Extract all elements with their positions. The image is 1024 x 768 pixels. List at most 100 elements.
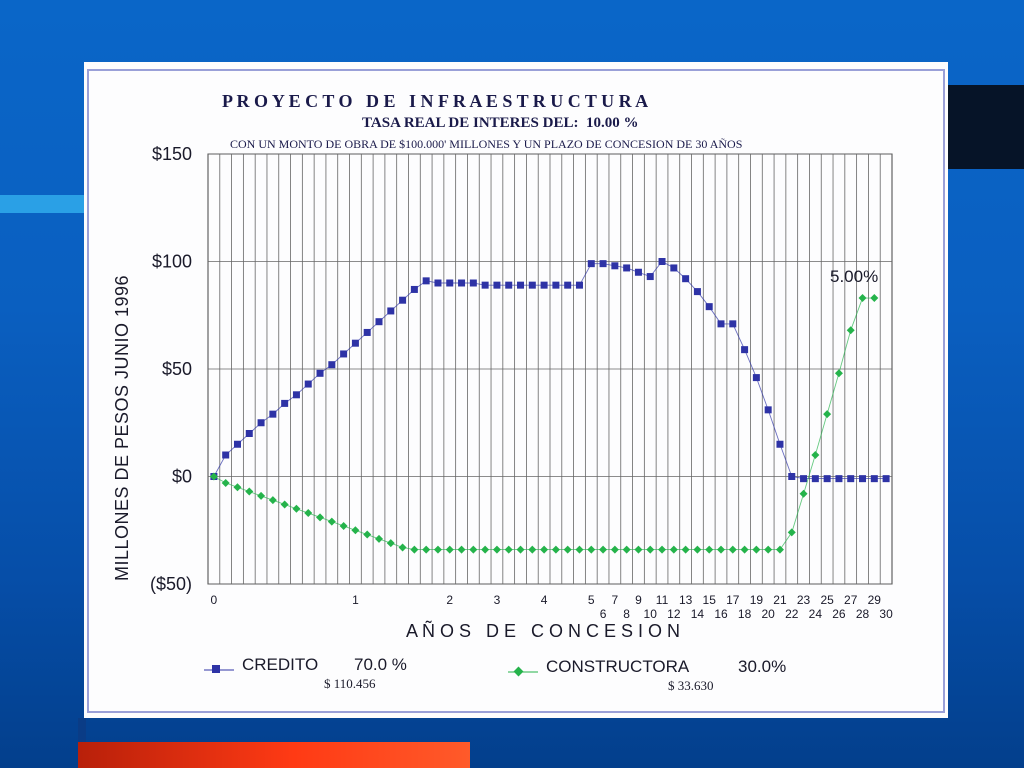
data-point-constructora: [811, 451, 820, 459]
x-tick-label: 4: [541, 593, 548, 607]
data-point-constructora: [469, 545, 478, 554]
data-point-constructora: [492, 545, 501, 554]
x-tick-label: 8: [623, 607, 630, 621]
data-point-credito: [575, 281, 583, 289]
y-tick-label: $50: [162, 359, 192, 379]
data-point-credito: [693, 288, 701, 296]
data-point-constructora: [622, 545, 631, 554]
data-point-credito: [670, 264, 678, 272]
y-tick-label: $100: [152, 252, 192, 272]
data-point-constructora: [433, 545, 442, 554]
data-point-constructora: [398, 543, 407, 552]
x-tick-label: 21: [773, 593, 787, 607]
x-tick-label: 18: [738, 607, 752, 621]
data-point-constructora: [693, 545, 702, 554]
y-tick-label: $0: [172, 467, 192, 487]
x-tick-label: 3: [494, 593, 501, 607]
x-tick-label: 12: [667, 607, 681, 621]
data-point-credito: [682, 275, 690, 283]
decorative-bar-left: [0, 195, 84, 213]
data-point-credito: [764, 406, 772, 414]
x-tick-label: 19: [750, 593, 764, 607]
annotation-label: 5.00%: [830, 267, 878, 286]
data-point-constructora: [634, 545, 643, 554]
data-point-credito: [599, 260, 607, 268]
data-point-credito: [800, 475, 808, 483]
data-point-credito: [269, 410, 277, 418]
data-point-constructora: [681, 545, 690, 554]
legend-constructora-marker: [513, 666, 524, 677]
data-point-credito: [340, 350, 348, 358]
legend-credito-amount: $ 110.456: [324, 676, 376, 691]
x-tick-label: 20: [761, 607, 775, 621]
x-tick-label: 15: [703, 593, 717, 607]
x-tick-label: 9: [635, 593, 642, 607]
x-tick-label: 2: [446, 593, 453, 607]
data-point-credito: [257, 419, 265, 427]
data-point-credito: [233, 440, 241, 448]
x-tick-labels: 0 1 2 3 4 56789101112131415161718192021222324…: [211, 593, 894, 621]
data-point-constructora: [540, 545, 549, 554]
data-point-constructora: [268, 496, 277, 505]
x-axis-label: A Ñ O S D E C O N C E S I O N: [406, 620, 680, 641]
data-point-constructora: [375, 534, 383, 543]
data-point-credito: [517, 281, 525, 289]
chart-title: P R O Y E C T O D E I N F R A E S T R U …: [222, 91, 648, 111]
data-point-credito: [434, 279, 442, 287]
data-point-credito: [741, 346, 749, 354]
x-tick-label: 13: [679, 593, 693, 607]
data-point-credito: [811, 475, 819, 483]
data-point-credito: [847, 475, 855, 483]
series-group: [209, 258, 890, 554]
x-tick-label: 1: [352, 593, 359, 607]
data-point-constructora: [610, 545, 619, 554]
data-point-credito: [528, 281, 536, 289]
data-point-credito: [387, 307, 395, 315]
data-point-constructora: [516, 545, 525, 554]
data-point-constructora: [823, 410, 832, 419]
x-tick-label: 6: [600, 607, 607, 621]
data-point-constructora: [304, 509, 313, 518]
chart-card: P R O Y E C T O D E I N F R A E S T R U …: [84, 62, 948, 718]
data-point-constructora: [457, 545, 466, 554]
data-point-constructora: [764, 545, 773, 554]
grid: [207, 153, 893, 585]
data-point-credito: [658, 258, 666, 265]
x-tick-label: 25: [820, 593, 834, 607]
y-tick-label: ($50): [150, 574, 192, 594]
data-point-constructora: [646, 545, 655, 554]
data-point-credito: [882, 475, 890, 483]
y-tick-label: $150: [152, 144, 192, 164]
legend-constructora-pct: 30.0%: [738, 657, 786, 676]
data-point-credito: [351, 339, 359, 347]
card-frame: [87, 69, 945, 713]
data-point-constructora: [386, 539, 395, 548]
data-point-credito: [552, 281, 560, 289]
x-tick-label: 17: [726, 593, 740, 607]
x-tick-label: 30: [879, 607, 893, 621]
data-point-credito: [505, 281, 513, 289]
data-point-credito: [304, 380, 312, 388]
data-point-constructora: [280, 500, 289, 509]
data-point-constructora: [752, 545, 761, 554]
data-point-constructora: [775, 545, 784, 554]
data-point-credito: [281, 399, 289, 407]
data-point-constructora: [551, 545, 560, 554]
data-point-credito: [399, 296, 407, 304]
legend-credito-name: CREDITO: [242, 655, 318, 674]
data-point-constructora: [870, 294, 879, 303]
data-point-constructora: [339, 521, 348, 530]
data-point-constructora: [410, 545, 419, 554]
data-point-constructora: [858, 294, 867, 303]
data-point-constructora: [846, 326, 855, 335]
data-point-credito: [634, 268, 642, 276]
data-point-constructora: [363, 530, 372, 539]
data-point-credito: [363, 328, 371, 336]
data-point-constructora: [669, 545, 678, 554]
legend-credito-marker: [212, 665, 220, 673]
chart-subtitle: TASA REAL DE INTERES DEL: 10.00 %: [362, 115, 638, 131]
data-point-credito: [752, 374, 760, 382]
legend-credito-pct: 70.0 %: [354, 655, 407, 674]
legend: CREDITO 70.0 % $ 110.456 CONSTRUCTORA 30…: [204, 655, 786, 693]
data-point-constructora: [245, 487, 254, 496]
